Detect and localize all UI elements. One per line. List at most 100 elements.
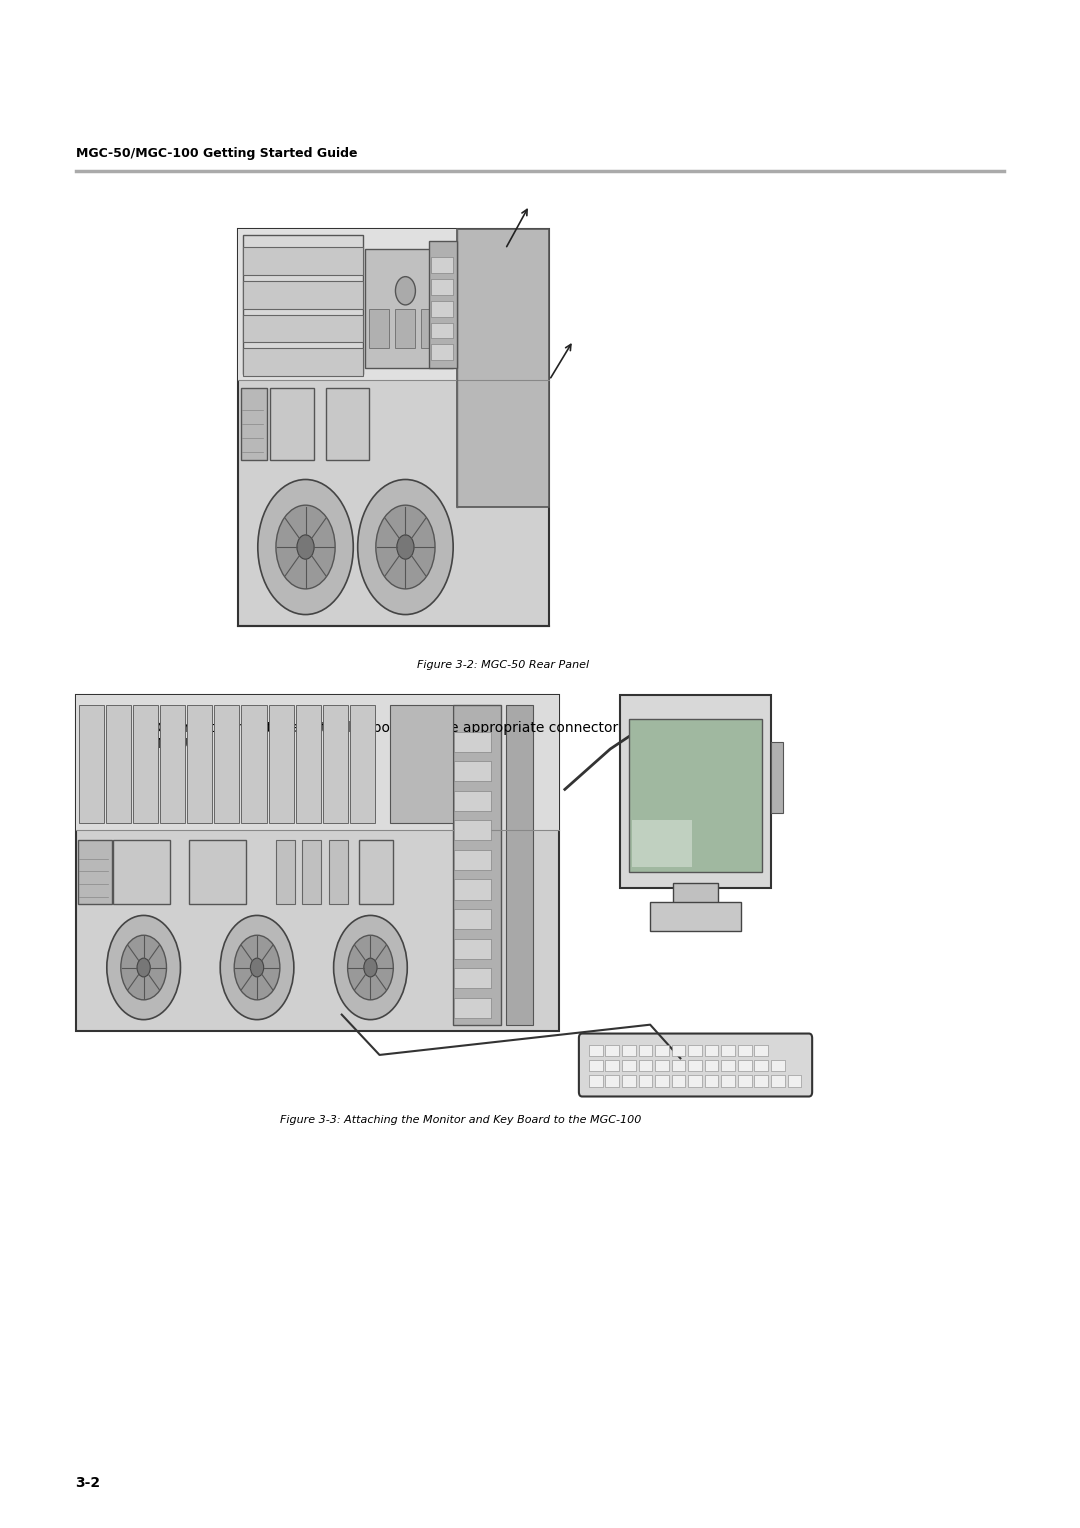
Circle shape [376,506,435,588]
Bar [431,257,454,274]
Bar [721,1059,735,1071]
Bar [238,229,550,626]
Bar [688,1074,702,1086]
Bar [455,790,490,811]
Bar [431,344,454,361]
Bar [656,1045,669,1056]
Bar [620,695,771,888]
Bar [430,241,458,368]
Bar [455,909,490,929]
Bar [241,388,267,460]
Circle shape [348,935,393,999]
Bar [638,1045,652,1056]
Circle shape [121,935,166,999]
Bar [622,1059,636,1071]
Bar [589,1045,603,1056]
Circle shape [234,935,280,999]
Bar [455,732,490,752]
Bar [395,309,416,348]
Bar [133,706,158,824]
Bar [390,706,453,824]
Bar [106,706,131,824]
Bar [79,706,104,824]
Circle shape [364,958,377,976]
Text: Connect a monitor and the keyboard to the appropriate connectors in the
MCU.: Connect a monitor and the keyboard to th… [157,721,670,752]
Text: 2.: 2. [97,721,110,735]
Bar [78,840,112,903]
Bar [76,695,559,830]
Bar [755,1074,768,1086]
Bar [606,1045,619,1056]
Bar [453,706,501,1025]
Bar [622,1045,636,1056]
Bar [656,1074,669,1086]
Bar [365,249,454,368]
Bar [705,1059,718,1071]
Bar [243,281,363,309]
Bar [189,840,246,903]
Bar [455,998,490,1018]
Bar [589,1074,603,1086]
Bar [302,840,322,903]
Bar [755,1045,768,1056]
Text: Figure 3-3: Attaching the Monitor and Key Board to the MGC-100: Figure 3-3: Attaching the Monitor and Ke… [280,1115,642,1126]
Bar [431,301,454,316]
Bar [431,278,454,295]
Bar [76,695,559,1031]
Circle shape [396,535,414,559]
Bar [243,348,363,376]
Bar [214,706,240,824]
Bar [738,1059,752,1071]
Bar [771,1059,785,1071]
Circle shape [251,958,264,976]
Bar [243,235,363,374]
Bar [673,883,718,908]
Bar [738,1074,752,1086]
Bar [455,969,490,989]
Bar [350,706,375,824]
Bar [455,850,490,869]
Bar [325,388,369,460]
Bar [672,1045,686,1056]
Bar [369,309,390,348]
Circle shape [220,915,294,1019]
Bar [721,1074,735,1086]
Circle shape [297,535,314,559]
Bar [455,880,490,900]
Text: 3-2: 3-2 [76,1476,100,1490]
Bar [589,1059,603,1071]
Bar [187,706,213,824]
Bar [672,1059,686,1071]
Bar [705,1045,718,1056]
Bar [606,1059,619,1071]
Bar [276,840,295,903]
Bar [705,1074,718,1086]
Bar [160,706,186,824]
Bar [721,1045,735,1056]
Bar [329,840,348,903]
FancyBboxPatch shape [579,1033,812,1097]
Circle shape [258,480,353,614]
Bar [787,1074,801,1086]
Circle shape [137,958,150,976]
Bar [638,1074,652,1086]
Circle shape [334,915,407,1019]
Bar [638,1059,652,1071]
Bar [656,1059,669,1071]
Bar [238,229,550,380]
Bar [455,821,490,840]
Circle shape [395,277,416,306]
Bar [323,706,348,824]
Bar [458,229,550,507]
Bar [242,706,267,824]
Bar [672,1074,686,1086]
Bar [771,1074,785,1086]
Circle shape [275,506,335,588]
Circle shape [107,915,180,1019]
Bar [688,1059,702,1071]
Bar [243,248,363,275]
Bar [650,903,741,931]
Bar [359,840,393,903]
Bar [629,718,762,871]
Bar [243,315,363,342]
